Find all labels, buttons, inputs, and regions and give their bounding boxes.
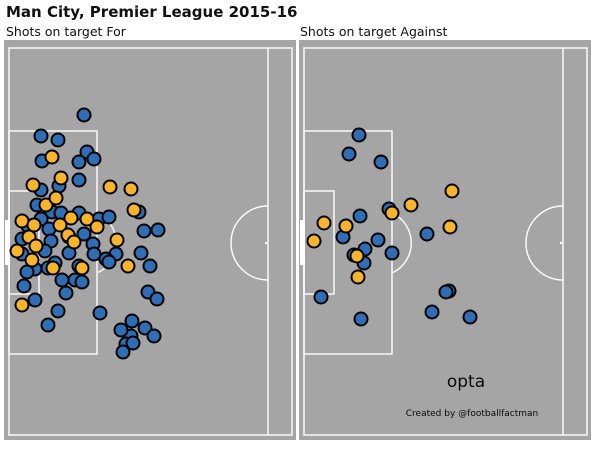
shot-marker bbox=[66, 234, 82, 250]
shot-marker bbox=[419, 226, 435, 242]
shot-marker bbox=[16, 278, 32, 294]
shot-marker bbox=[133, 245, 149, 261]
shot-marker bbox=[50, 303, 66, 319]
shot-marker bbox=[120, 258, 136, 274]
shot-marker bbox=[338, 218, 354, 234]
shot-marker bbox=[351, 127, 367, 143]
chart-title: Man City, Premier League 2015-16 bbox=[6, 3, 298, 21]
shot-marker bbox=[123, 181, 139, 197]
shot-markers bbox=[306, 127, 478, 327]
shot-marker bbox=[353, 311, 369, 327]
shot-marker bbox=[92, 305, 108, 321]
shot-marker bbox=[349, 248, 365, 264]
shot-marker bbox=[54, 272, 70, 288]
shot-marker bbox=[136, 223, 152, 239]
shot-marker bbox=[124, 313, 140, 329]
shot-marker bbox=[126, 202, 142, 218]
shot-marker bbox=[25, 177, 41, 193]
center-spot bbox=[264, 241, 268, 245]
shot-marker bbox=[48, 190, 64, 206]
shot-marker bbox=[316, 215, 332, 231]
shot-marker bbox=[101, 254, 117, 270]
shot-marker bbox=[341, 146, 357, 162]
shot-marker bbox=[102, 179, 118, 195]
shot-marker bbox=[373, 154, 389, 170]
goal bbox=[5, 220, 10, 265]
shot-marker bbox=[71, 154, 87, 170]
shot-marker bbox=[149, 291, 165, 307]
shot-marker bbox=[53, 170, 69, 186]
shot-marker bbox=[58, 285, 74, 301]
shot-marker bbox=[150, 222, 166, 238]
credit-text: Created by @footballfactman bbox=[406, 409, 538, 419]
shot-marker bbox=[438, 284, 454, 300]
shot-marker bbox=[27, 292, 43, 308]
opta-logo: opta bbox=[447, 372, 485, 392]
shot-marker bbox=[50, 132, 66, 148]
shot-marker bbox=[89, 219, 105, 235]
shot-markers bbox=[9, 107, 166, 360]
shot-marker bbox=[52, 217, 68, 233]
center-circle bbox=[230, 205, 269, 281]
shot-marker bbox=[384, 245, 400, 261]
shot-marker bbox=[74, 260, 90, 276]
panel-title-shots-for: Shots on target For bbox=[6, 24, 126, 39]
shot-marker bbox=[462, 309, 478, 325]
center-spot bbox=[559, 241, 563, 245]
shot-marker bbox=[370, 232, 386, 248]
shot-marker bbox=[424, 304, 440, 320]
shot-marker bbox=[28, 238, 44, 254]
shot-marker bbox=[38, 197, 54, 213]
goal bbox=[300, 220, 305, 265]
shot-marker bbox=[79, 211, 95, 227]
shot-marker bbox=[350, 269, 366, 285]
shot-marker bbox=[115, 344, 131, 360]
pitch-shots-against: opta Created by @footballfactman bbox=[299, 40, 591, 440]
shot-marker bbox=[71, 172, 87, 188]
pitch-shots-for bbox=[4, 40, 296, 440]
shot-marker bbox=[444, 183, 460, 199]
shot-marker bbox=[113, 322, 129, 338]
shot-marker bbox=[384, 205, 400, 221]
shot-marker bbox=[40, 317, 56, 333]
shot-marker bbox=[306, 233, 322, 249]
shot-marker bbox=[142, 258, 158, 274]
shot-marker bbox=[86, 151, 102, 167]
shot-marker bbox=[44, 149, 60, 165]
shot-marker bbox=[14, 297, 30, 313]
shot-marker bbox=[33, 128, 49, 144]
shot-marker bbox=[76, 226, 92, 242]
shot-marker bbox=[352, 208, 368, 224]
shot-marker bbox=[24, 252, 40, 268]
penalty-arc bbox=[391, 212, 412, 274]
shot-marker bbox=[63, 210, 79, 226]
center-circle bbox=[525, 205, 564, 281]
shot-marker bbox=[313, 289, 329, 305]
shot-marker bbox=[9, 243, 25, 259]
shot-marker bbox=[146, 328, 162, 344]
shot-marker bbox=[442, 219, 458, 235]
panel-title-shots-against: Shots on target Against bbox=[300, 24, 448, 39]
shot-marker bbox=[403, 197, 419, 213]
shot-marker bbox=[109, 232, 125, 248]
shot-marker bbox=[125, 335, 141, 351]
shot-marker bbox=[101, 209, 117, 225]
shot-marker bbox=[74, 274, 90, 290]
shot-marker bbox=[76, 107, 92, 123]
shot-marker bbox=[45, 260, 61, 276]
